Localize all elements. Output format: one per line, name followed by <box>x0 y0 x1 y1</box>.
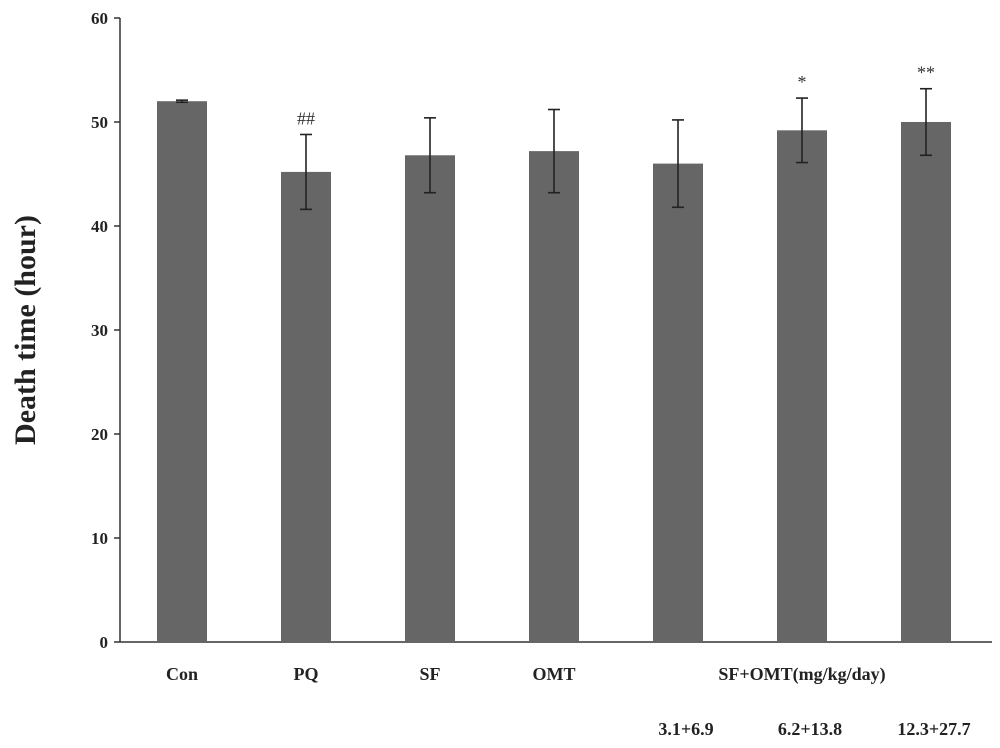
error-bar <box>796 97 808 164</box>
significance-marker: ** <box>917 63 935 83</box>
x-dose-label: 3.1+6.9 <box>658 719 713 739</box>
y-tick-label: 10 <box>91 529 108 548</box>
error-bar <box>920 87 932 157</box>
x-category-label: PQ <box>294 664 319 684</box>
x-category-label: Con <box>166 664 198 684</box>
bars <box>157 101 951 643</box>
error-bar <box>424 117 436 194</box>
error-bars <box>176 87 932 211</box>
y-axis-label: Death time (hour) <box>9 215 42 445</box>
x-dose-label: 6.2+13.8 <box>778 719 842 739</box>
significance-annotations: ##* ** <box>297 63 935 129</box>
x-category-label: OMT <box>533 664 576 684</box>
bar <box>529 151 579 642</box>
bar <box>901 122 951 642</box>
y-tick-label: 0 <box>100 633 109 652</box>
error-bar <box>300 133 312 211</box>
y-tick-label: 50 <box>91 113 108 132</box>
significance-marker: * <box>798 72 807 92</box>
significance-marker: ## <box>297 108 315 128</box>
bar <box>281 171 331 643</box>
bar <box>653 163 703 642</box>
bar <box>777 130 827 642</box>
error-bar <box>548 108 560 194</box>
x-dose-label: 12.3+27.7 <box>897 719 970 739</box>
bar <box>405 155 455 642</box>
y-tick-label: 20 <box>91 425 108 444</box>
error-bar <box>672 119 684 209</box>
y-tick-label: 40 <box>91 217 108 236</box>
x-axis-labels: Con PQ SF OMT SF+OMT(mg/kg/day) 3.1+6.9 6.2+13… <box>166 664 971 739</box>
x-category-label: SF <box>419 664 440 684</box>
bar <box>157 101 207 642</box>
error-bar <box>176 99 188 104</box>
y-axis-ticks: 0 10 20 30 40 50 60 <box>91 9 120 652</box>
y-tick-label: 30 <box>91 321 108 340</box>
y-tick-label: 60 <box>91 9 108 28</box>
x-group-label: SF+OMT(mg/kg/day) <box>718 664 885 685</box>
